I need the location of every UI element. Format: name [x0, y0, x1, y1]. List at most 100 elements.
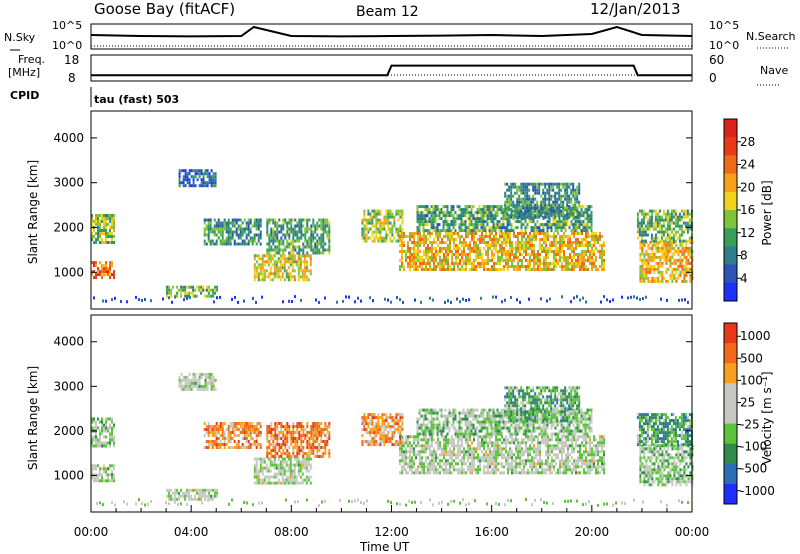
velocity-cell: [421, 444, 423, 448]
power-cell: [639, 264, 642, 268]
power-cell: [603, 250, 605, 253]
power-cell: [430, 214, 433, 218]
power-cell: [399, 238, 401, 241]
power-colorbar-swatch: [724, 228, 737, 247]
velocity-cell: [188, 497, 191, 501]
power-cell: [473, 259, 475, 262]
power-cell: [560, 212, 563, 216]
power-cell: [642, 230, 645, 234]
power-cell: [510, 226, 513, 230]
velocity-cell: [421, 462, 423, 466]
power-cell: [422, 229, 425, 233]
power-cell: [511, 265, 513, 268]
power-cell: [462, 214, 465, 218]
power-cell: [683, 255, 686, 259]
power-cell: [93, 235, 95, 238]
velocity-cell: [204, 497, 207, 501]
power-cell: [381, 224, 384, 228]
power-cell: [320, 218, 323, 222]
power-cell: [540, 182, 543, 186]
power-cell: [644, 233, 647, 237]
power-cell: [506, 220, 509, 224]
velocity-cell: [205, 440, 208, 443]
power-cell: [480, 217, 483, 221]
power-cell: [517, 247, 519, 250]
velocity-cell: [200, 497, 203, 501]
power-cell: [647, 276, 650, 280]
power-cell: [486, 220, 489, 224]
power-cell: [534, 209, 537, 213]
velocity-cell: [166, 488, 169, 492]
power-cell: [485, 268, 487, 271]
power-cell: [290, 230, 293, 234]
power-cell: [545, 268, 547, 271]
velocity-cell: [275, 481, 278, 485]
power-cell: [401, 262, 403, 265]
velocity-cell: [265, 463, 268, 467]
power-cell: [314, 230, 317, 234]
power-cell: [572, 191, 575, 195]
power-cell: [570, 200, 573, 204]
power-cell: [99, 241, 101, 244]
power-cell: [446, 229, 449, 233]
power-cell: [678, 233, 681, 237]
velocity-cell: [308, 440, 311, 443]
power-cell: [569, 268, 571, 271]
power-cell: [571, 259, 573, 262]
power-cell: [483, 265, 485, 268]
power-cell: [525, 259, 527, 262]
power-cell: [241, 233, 244, 237]
power-cell: [534, 206, 537, 210]
power-cell: [504, 203, 507, 207]
velocity-cell: [363, 428, 366, 432]
velocity-cell: [257, 428, 260, 431]
velocity-cell: [411, 462, 413, 466]
power-cell: [205, 224, 208, 228]
power-cell: [385, 221, 388, 225]
power-cell: [276, 221, 279, 225]
power-cell: [192, 294, 195, 298]
power-cell: [481, 265, 483, 268]
velocity-cell: [399, 447, 401, 451]
power-cell: [667, 240, 670, 244]
power-cell: [278, 224, 281, 228]
power-cell: [559, 256, 561, 259]
power-cell: [670, 212, 673, 216]
power-cell: [558, 206, 561, 210]
power-cell: [506, 226, 509, 230]
power-cell: [558, 194, 561, 198]
power-speckle: [300, 298, 302, 302]
power-cell: [309, 269, 312, 273]
power-cell: [640, 233, 643, 237]
power-cell: [312, 221, 315, 225]
power-colorbar-tick-label: 28: [740, 135, 755, 149]
power-cell: [515, 247, 517, 250]
velocity-cell: [383, 419, 386, 423]
power-cell: [207, 221, 210, 225]
power-cell: [101, 273, 103, 277]
velocity-cell: [279, 463, 282, 467]
power-cell: [107, 232, 109, 235]
power-cell: [426, 208, 429, 212]
power-cell: [477, 265, 479, 268]
velocity-cell: [268, 428, 271, 431]
power-cell: [526, 182, 529, 186]
power-cell: [178, 175, 181, 179]
power-cell: [665, 258, 668, 262]
power-cell: [531, 253, 533, 256]
velocity-cell: [365, 428, 368, 432]
power-colorbar-tick-label: 24: [740, 158, 755, 172]
velocity-cell: [91, 420, 93, 424]
power-cell: [639, 267, 642, 271]
velocity-cell: [421, 438, 423, 442]
power-cell: [575, 238, 577, 241]
power-speckle: [528, 297, 530, 301]
power-cell: [647, 270, 650, 274]
power-cell: [455, 259, 457, 262]
power-cell: [300, 230, 303, 234]
power-cell: [597, 235, 599, 238]
velocity-cell: [210, 372, 213, 376]
velocity-cell: [223, 443, 226, 446]
power-cell: [302, 233, 305, 237]
power-cell: [449, 241, 451, 244]
